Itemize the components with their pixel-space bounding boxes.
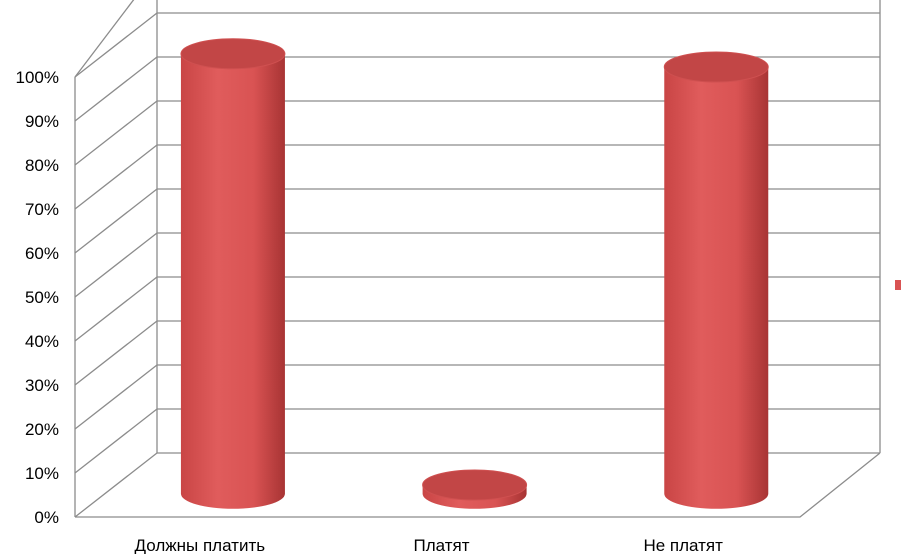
floor-front-edge <box>75 452 881 518</box>
y-tick-label: 20% <box>25 420 59 439</box>
bar-body <box>180 53 285 509</box>
gridline-side <box>74 320 158 386</box>
bar <box>180 38 286 509</box>
x-category-label: Платят <box>414 536 470 554</box>
y-tick-label: 50% <box>25 288 59 307</box>
y-tick-label: 70% <box>25 200 59 219</box>
gridline-side <box>74 144 158 210</box>
gridline-side <box>74 408 158 474</box>
y-tick-label: 100% <box>16 68 59 87</box>
y-tick-label: 40% <box>25 332 59 351</box>
legend-marker <box>895 280 901 290</box>
gridline-side <box>74 188 158 254</box>
gridline-side <box>74 232 158 298</box>
y-tick-label: 30% <box>25 376 59 395</box>
bars <box>180 38 769 509</box>
gridline-side <box>74 276 158 342</box>
gridline-side <box>74 12 158 78</box>
bar-body <box>664 67 769 509</box>
bar-top <box>663 51 769 83</box>
side-wall-top-edge <box>74 0 135 78</box>
x-category-label: Должны платить <box>135 536 266 554</box>
y-axis-tick-labels: 0% 10% 20% 30% 40% 50% 60% 70% 80% 90% 100% <box>16 68 59 527</box>
bar-top <box>422 469 528 501</box>
x-category-label: Не платят <box>643 536 723 554</box>
gridline-side <box>74 100 158 166</box>
y-tick-label: 0% <box>34 508 59 527</box>
floor-side-edge <box>74 452 158 518</box>
bar <box>663 51 769 509</box>
y-tick-label: 10% <box>25 464 59 483</box>
y-tick-label: 90% <box>25 112 59 131</box>
legend <box>895 280 901 290</box>
bar-top <box>180 38 286 70</box>
bar <box>422 469 528 509</box>
gridline-side <box>74 364 158 430</box>
gridline-side <box>74 56 158 122</box>
x-axis-category-labels: Должны платить Платят Не платят <box>135 536 724 554</box>
y-tick-label: 80% <box>25 156 59 175</box>
y-tick-label: 60% <box>25 244 59 263</box>
